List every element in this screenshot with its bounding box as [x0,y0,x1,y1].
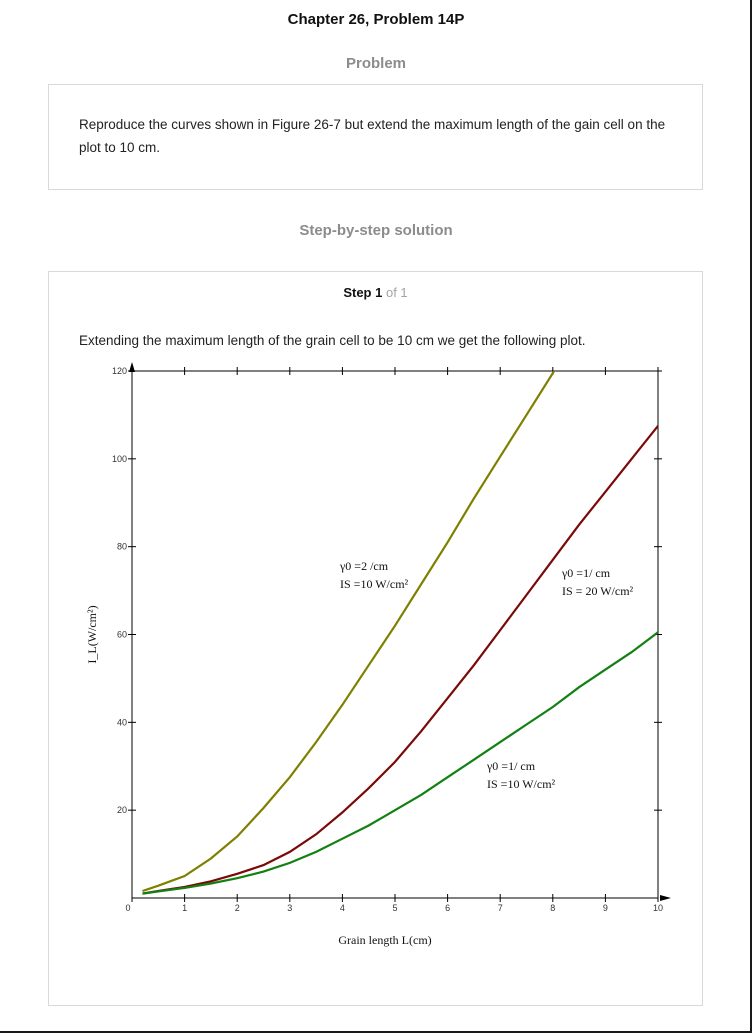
y-tick-label: 60 [117,630,127,640]
x-tick-label: 3 [287,903,292,913]
problem-box: Reproduce the curves shown in Figure 26-… [48,84,703,190]
x-axis-title: Grain length L(cm) [338,933,431,947]
x-tick-label: 0 [125,903,130,913]
x-tick-label: 8 [550,903,555,913]
x-tick-label: 7 [498,903,503,913]
x-tick-label: 2 [235,903,240,913]
y-tick-label: 80 [117,542,127,552]
chart-axes: 0 1 2 3 4 5 6 7 8 9 10 20 40 60 80 100 120 [112,362,671,913]
step-label: Step 1 of 1 [49,285,702,300]
curve-label-is-2: IS = 20 W/cm² [562,584,634,598]
chart-labels: Grain length L(cm) I_L(W/cm²) γ0 =2 /cm IS … [85,559,634,947]
problem-heading: Problem [345,55,406,72]
page-title: Chapter 26, Problem 14P [287,11,465,28]
y-tick-label: 100 [112,454,127,464]
x-axis-arrow [660,895,671,901]
curve-label-is-1: IS =10 W/cm² [340,577,409,591]
y-tick-label: 20 [117,805,127,815]
x-tick-label: 10 [653,903,663,913]
curve-label-is-3: IS =10 W/cm² [487,777,556,791]
chart-curves [142,371,658,895]
x-tick-label: 1 [182,903,187,913]
series-line-3 [142,631,658,895]
solution-heading: Step-by-step solution [299,222,453,239]
solution-box: Step 1 of 1 Extending the maximum length… [48,271,703,1006]
step-total: of 1 [385,285,408,300]
series-line-1 [142,371,556,893]
curve-label-gamma-1: γ0 =2 /cm [339,559,389,573]
y-axis-title: I_L(W/cm²) [85,605,99,663]
step-number: Step 1 [343,285,383,300]
curve-label-gamma-3: γ0 =1/ cm [486,759,536,773]
x-tick-label: 5 [392,903,397,913]
step-text: Extending the maximum length of the grai… [79,333,586,348]
x-tick-label: 9 [603,903,608,913]
x-tick-label: 6 [445,903,450,913]
y-tick-label: 120 [112,366,127,376]
y-tick-label: 40 [117,717,127,727]
problem-text: Reproduce the curves shown in Figure 26-… [79,117,666,155]
series-line-2 [142,425,658,895]
x-tick-label: 4 [340,903,345,913]
curve-label-gamma-2: γ0 =1/ cm [561,566,611,580]
